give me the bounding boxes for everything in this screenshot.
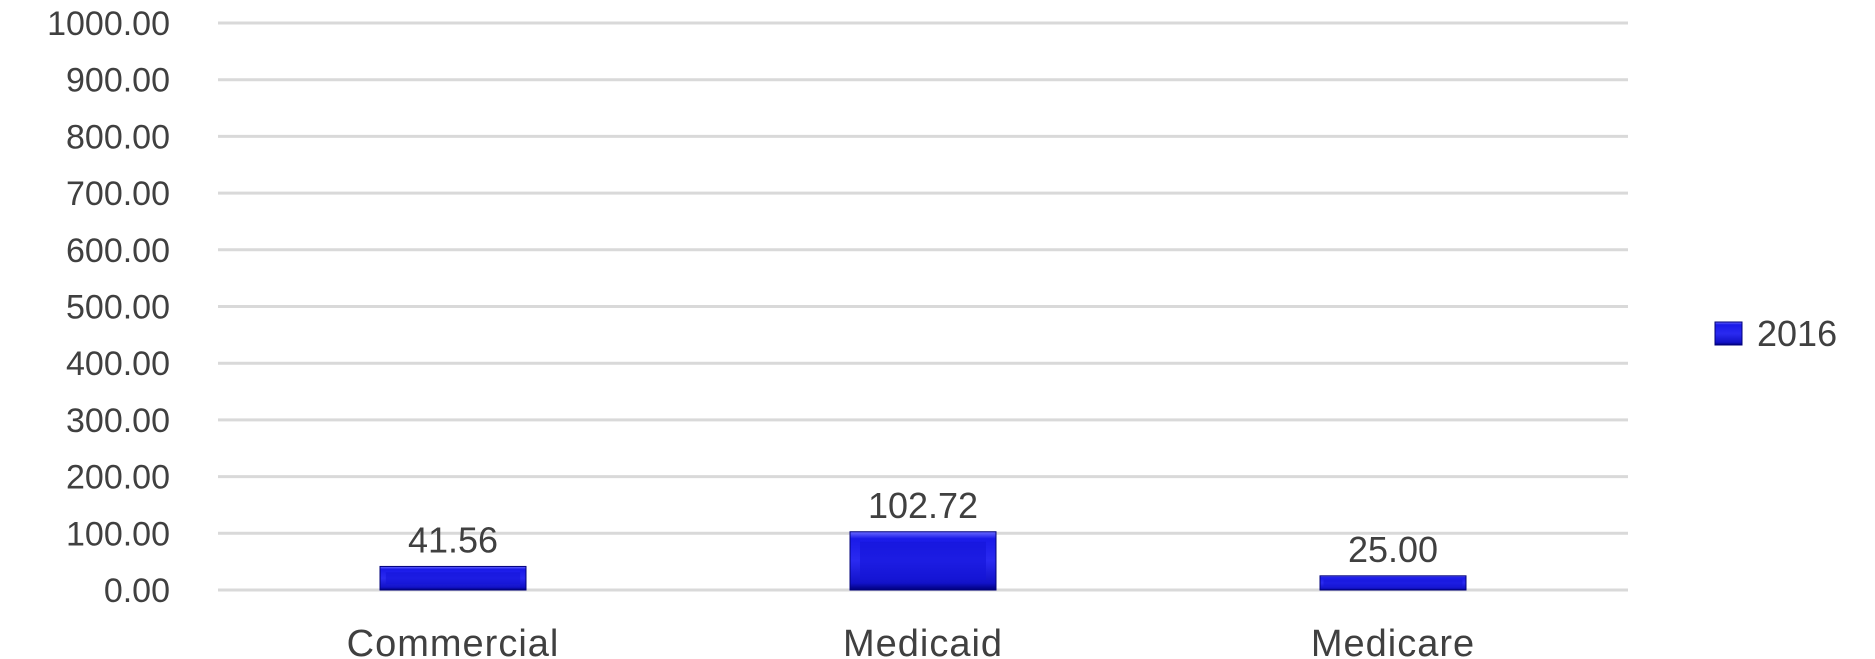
- y-tick-label: 200.00: [66, 459, 170, 497]
- bar-bevel-face: [385, 572, 521, 585]
- legend-label: 2016: [1757, 313, 1837, 354]
- category-label: Commercial: [347, 623, 560, 659]
- bar-series-2016: 41.56 102.72 25.00: [379, 485, 1467, 591]
- y-axis: 0.00 100.00 200.00 300.00 400.00 500.00 600.00…: [47, 5, 170, 610]
- bar-bevel-face: [860, 541, 986, 580]
- y-tick-label: 500.00: [66, 289, 170, 327]
- data-label: 41.56: [408, 519, 498, 560]
- bar-group: 102.72: [849, 485, 997, 591]
- data-label: 25.00: [1348, 529, 1438, 570]
- category-label: Medicaid: [843, 623, 1003, 659]
- y-tick-label: 300.00: [66, 402, 170, 440]
- y-tick-label: 0.00: [104, 572, 170, 610]
- y-tick-label: 1000.00: [47, 5, 170, 43]
- legend-swatch: [1714, 321, 1743, 346]
- data-label: 102.72: [868, 485, 978, 526]
- legend: 2016: [1714, 313, 1837, 354]
- y-tick-label: 600.00: [66, 232, 170, 270]
- bar-group: 41.56: [379, 519, 527, 591]
- y-tick-label: 800.00: [66, 118, 170, 156]
- bar-bevel-face: [1323, 579, 1463, 587]
- y-tick-label: 100.00: [66, 515, 170, 553]
- bar-group: 25.00: [1319, 529, 1467, 591]
- gridlines: [218, 21, 1628, 592]
- y-tick-label: 700.00: [66, 175, 170, 213]
- y-tick-label: 400.00: [66, 345, 170, 383]
- category-label: Medicare: [1311, 623, 1475, 659]
- x-axis: Commercial Medicaid Medicare: [347, 623, 1475, 659]
- y-tick-label: 900.00: [66, 62, 170, 100]
